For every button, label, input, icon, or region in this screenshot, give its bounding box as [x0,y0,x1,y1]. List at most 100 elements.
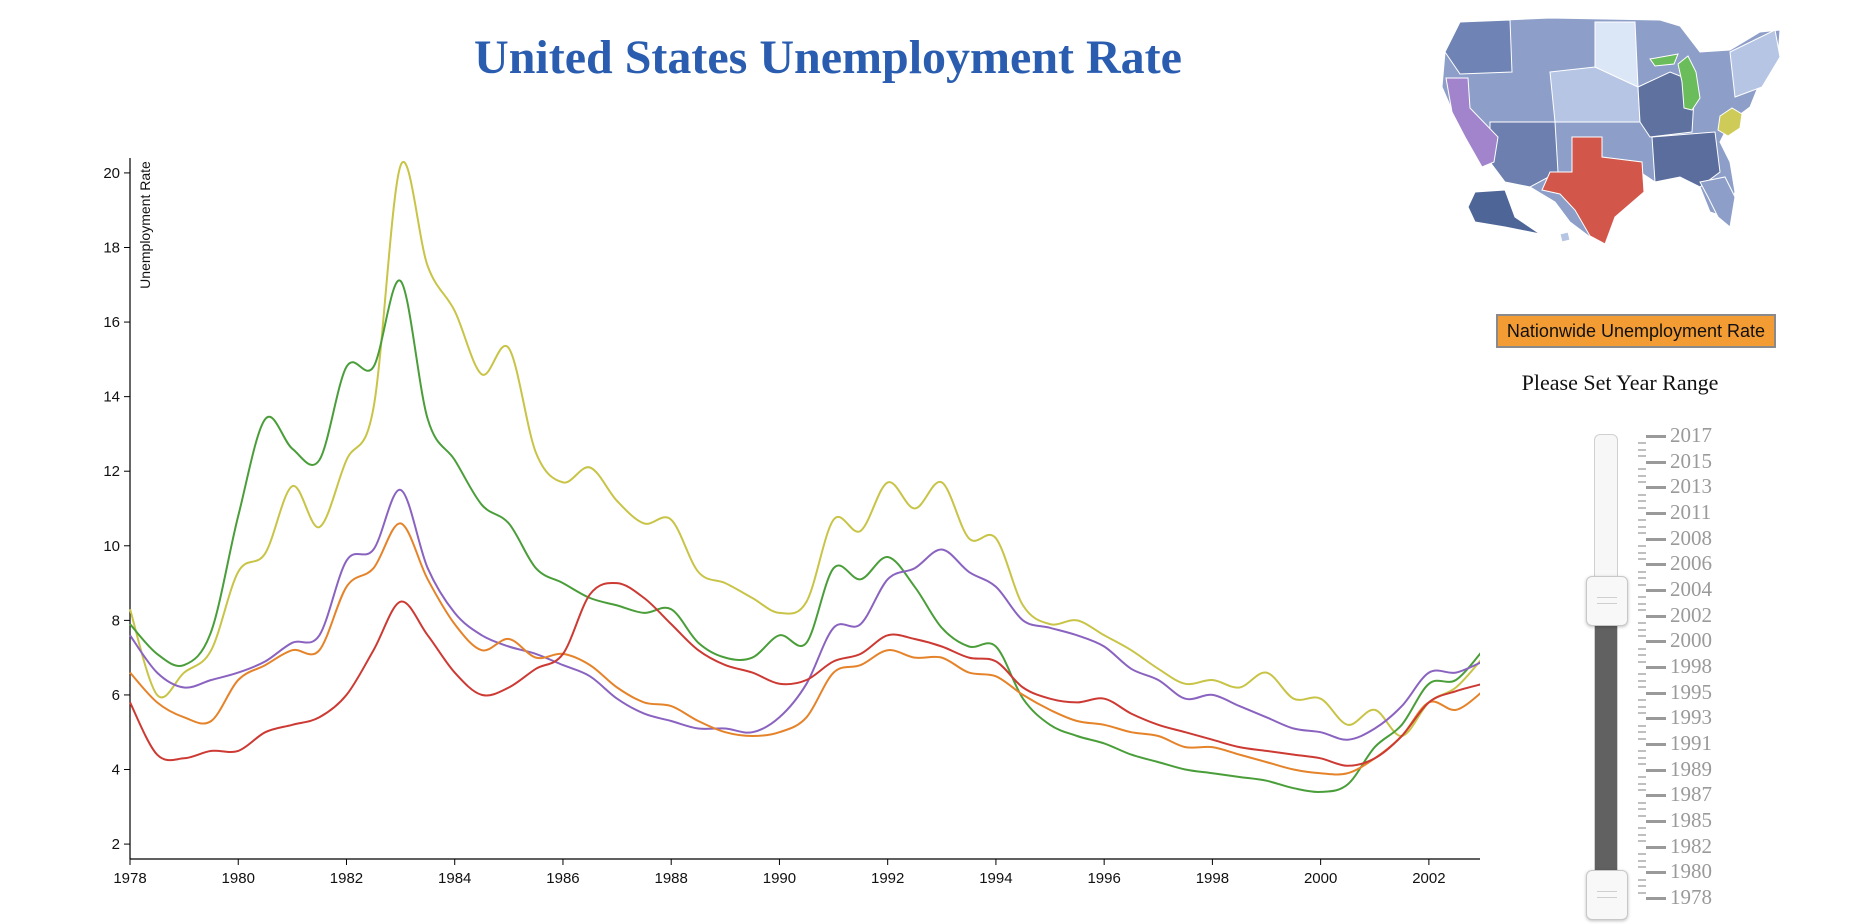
x-tick-label: 2000 [1304,870,1337,887]
slider-minor-tick [1638,545,1646,548]
slider-year-label: 2000 [1670,628,1712,653]
slider-year-ticks: 2017 2015 2013 2011 2008 2006 2004 2002 2000 1998… [1628,418,1778,924]
year-range-label: Please Set Year Range [1521,370,1719,395]
slider-minor-tick [1638,814,1646,817]
nationwide-unemployment-button[interactable]: Nationwide Unemployment Rate [1496,314,1776,348]
map-state-california[interactable] [1445,77,1499,168]
slider-year-label: 1989 [1670,756,1712,781]
map-midwest[interactable] [1637,71,1696,138]
slider-major-tick [1646,820,1666,823]
handle-grip [1597,603,1617,604]
slider-year-label: 2006 [1670,551,1712,576]
slider-minor-tick [1638,602,1646,605]
slider-year-label: 1982 [1670,833,1712,858]
slider-minor-tick [1638,532,1646,535]
slider-major-tick [1646,589,1666,592]
slider-minor-tick [1638,596,1646,599]
series-line-michigan[interactable] [129,279,1480,793]
y-tick-label: 12 [103,463,120,480]
slider-major-tick [1646,537,1666,541]
slider-year-label: 2015 [1670,448,1712,473]
slider-minor-tick [1638,455,1646,458]
slider-minor-tick [1638,891,1646,894]
slider-major-tick [1646,897,1666,900]
slider-major-tick [1646,460,1666,464]
series-line-west-virginia[interactable] [129,161,1480,737]
slider-selected-range [1595,601,1617,899]
slider-minor-tick [1638,442,1646,445]
y-tick-label: 18 [103,239,120,256]
slider-minor-tick [1638,699,1646,702]
map-state-texas[interactable] [1541,136,1645,245]
slider-major-tick [1646,768,1666,772]
slider-minor-tick [1638,686,1646,689]
map-northwest[interactable] [1444,19,1513,75]
slider-major-tick [1646,563,1666,567]
slider-year-label: 2004 [1670,577,1712,601]
y-tick-label: 2 [112,836,120,853]
slider-year-label: 1985 [1670,808,1712,832]
slider-minor-tick [1638,763,1646,766]
chart-axes: 2 4 6 8 10 12 14 16 18 20 1978 1980 1982 1984 1986 1988… [103,158,1480,887]
series-line-nationwide[interactable] [129,581,1480,767]
slider-minor-tick [1638,557,1646,560]
slider-minor-tick [1638,756,1646,759]
map-alaska[interactable] [1467,189,1541,235]
slider-minor-tick [1638,525,1646,528]
slider-minor-tick [1638,660,1646,663]
x-tick-label: 2002 [1412,870,1445,887]
slider-minor-tick [1638,737,1646,740]
x-tick-label: 1984 [438,870,471,887]
slider-minor-tick [1638,750,1646,753]
map-northeast[interactable] [1729,29,1781,98]
map-florida[interactable] [1699,176,1736,228]
slider-handle-upper[interactable] [1586,576,1628,626]
map-state-west-virginia[interactable] [1717,107,1743,137]
slider-major-tick [1646,666,1666,669]
slider-minor-tick [1638,654,1646,657]
slider-minor-tick [1638,609,1646,612]
map-state-michigan[interactable] [1649,53,1701,111]
slider-minor-tick [1638,583,1646,586]
slider-minor-tick [1638,878,1646,881]
slider-major-tick [1646,640,1666,644]
slider-major-tick [1646,614,1666,618]
slider-handle-lower[interactable] [1586,870,1628,920]
slider-minor-tick [1638,506,1646,509]
slider-year-label: 2017 [1670,423,1712,447]
slider-minor-tick [1638,776,1646,779]
chart-lines [129,161,1480,793]
handle-grip [1597,891,1617,892]
slider-major-tick [1646,717,1666,721]
slider-minor-tick [1638,570,1646,573]
slider-minor-tick [1638,628,1646,631]
series-line-texas[interactable] [129,522,1480,776]
slider-minor-tick [1638,622,1646,625]
y-tick-label: 8 [112,612,120,629]
slider-minor-tick [1638,808,1646,811]
map-south[interactable] [1651,131,1721,188]
slider-year-label: 1978 [1670,885,1712,909]
y-tick-label: 10 [103,538,120,555]
us-states-map[interactable] [1430,12,1800,252]
series-line-california[interactable] [129,488,1480,741]
slider-minor-tick [1638,801,1646,804]
slider-year-label: 2013 [1670,474,1712,499]
slider-minor-tick [1638,468,1646,471]
slider-minor-tick [1638,448,1646,451]
handle-grip [1597,897,1617,898]
slider-year-label: 1991 [1670,731,1712,755]
slider-minor-tick [1638,724,1646,727]
map-hawaii[interactable] [1559,231,1571,243]
x-tick-label: 1990 [763,870,796,887]
slider-minor-tick [1638,519,1646,522]
x-tick-label: 1978 [113,870,146,887]
slider-minor-tick [1638,853,1646,856]
x-tick-label: 1980 [222,870,255,887]
slider-minor-tick [1638,788,1646,791]
slider-minor-tick [1638,577,1646,580]
slider-major-tick [1646,794,1666,798]
year-range-slider[interactable]: 2017 2015 2013 2011 2008 2006 2004 2002 2000 1998… [1580,418,1780,924]
y-tick-label: 6 [112,687,120,704]
x-tick-label: 1986 [546,870,579,887]
